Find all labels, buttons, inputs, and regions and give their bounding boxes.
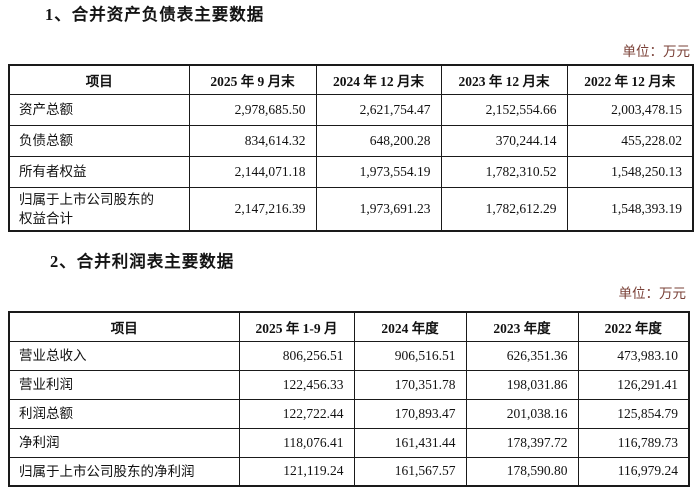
table-row: 营业总收入 806,256.51 906,516.51 626,351.36 4…: [8, 340, 690, 371]
table-row: 营业利润 122,456.33 170,351.78 198,031.86 12…: [8, 369, 690, 400]
unit-label: 单位：万元: [622, 44, 691, 59]
table-row: 负债总额 834,614.32 648,200.28 370,244.14 45…: [8, 124, 694, 157]
row-label: 负债总额: [8, 124, 190, 157]
unit-label: 单位：万元: [618, 286, 687, 301]
balance-sheet-table: 项目 2025 年 9 月末 2024 年 12 月末 2023 年 12 月末…: [8, 64, 694, 232]
table-cell: 2,621,754.47: [315, 93, 442, 126]
table-cell: 126,291.41: [577, 369, 690, 400]
table-row: 归属于上市公司股东的净利润 121,119.24 161,567.57 178,…: [8, 456, 690, 487]
row-label: 营业总收入: [8, 340, 240, 371]
table-cell: 125,854.79: [577, 398, 690, 429]
table-cell: 116,979.24: [577, 456, 690, 487]
table-row: 资产总额 2,978,685.50 2,621,754.47 2,152,554…: [8, 93, 694, 126]
table-header-row: 项目 2025 年 9 月末 2024 年 12 月末 2023 年 12 月末…: [8, 64, 694, 95]
table-cell: 178,590.80: [465, 456, 579, 487]
table-row: 利润总额 122,722.44 170,893.47 201,038.16 12…: [8, 398, 690, 429]
table-cell: 1,973,554.19: [315, 155, 442, 188]
table-cell: 121,119.24: [238, 456, 355, 487]
row-label: 归属于上市公司股东的净利润: [8, 456, 240, 487]
table-cell: 626,351.36: [465, 340, 579, 371]
column-header: 项目: [8, 64, 190, 95]
column-header: 2024 年度: [353, 311, 467, 342]
table-cell: 2,144,071.18: [188, 155, 317, 188]
table-cell: 2,152,554.66: [440, 93, 568, 126]
table-cell: 2,978,685.50: [188, 93, 317, 126]
table-cell: 806,256.51: [238, 340, 355, 371]
table-cell: 161,431.44: [353, 427, 467, 458]
row-label: 资产总额: [8, 93, 190, 126]
table-cell: 1,782,612.29: [440, 186, 568, 232]
table-cell: 161,567.57: [353, 456, 467, 487]
table-cell: 834,614.32: [188, 124, 317, 157]
table-row: 净利润 118,076.41 161,431.44 178,397.72 116…: [8, 427, 690, 458]
income-statement-table: 项目 2025 年 1-9 月 2024 年度 2023 年度 2022 年度 …: [8, 311, 690, 487]
column-header: 2024 年 12 月末: [315, 64, 442, 95]
section-title-balance-sheet: 1、合并资产负债表主要数据: [45, 5, 265, 24]
financial-summary-page: 1、合并资产负债表主要数据 单位：万元 项目 2025 年 9 月末 2024 …: [0, 6, 700, 487]
column-header: 2022 年度: [577, 311, 690, 342]
table-header-row: 项目 2025 年 1-9 月 2024 年度 2023 年度 2022 年度: [8, 311, 690, 342]
table-cell: 906,516.51: [353, 340, 467, 371]
row-label: 净利润: [8, 427, 240, 458]
table-cell: 455,228.02: [566, 124, 694, 157]
table-cell: 1,973,691.23: [315, 186, 442, 232]
column-header: 项目: [8, 311, 240, 342]
table-cell: 178,397.72: [465, 427, 579, 458]
column-header: 2025 年 1-9 月: [238, 311, 355, 342]
table-cell: 1,548,393.19: [566, 186, 694, 232]
section-title-income-statement: 2、合并利润表主要数据: [50, 252, 235, 271]
column-header: 2023 年度: [465, 311, 579, 342]
row-label: 归属于上市公司股东的 权益合计: [8, 186, 190, 232]
table-cell: 198,031.86: [465, 369, 579, 400]
table-cell: 116,789.73: [577, 427, 690, 458]
column-header: 2025 年 9 月末: [188, 64, 317, 95]
column-header: 2023 年 12 月末: [440, 64, 568, 95]
table-cell: 473,983.10: [577, 340, 690, 371]
table-cell: 122,456.33: [238, 369, 355, 400]
table-cell: 122,722.44: [238, 398, 355, 429]
table-cell: 648,200.28: [315, 124, 442, 157]
row-label: 利润总额: [8, 398, 240, 429]
table-cell: 170,351.78: [353, 369, 467, 400]
row-label: 营业利润: [8, 369, 240, 400]
table-cell: 201,038.16: [465, 398, 579, 429]
table-cell: 2,147,216.39: [188, 186, 317, 232]
row-label: 所有者权益: [8, 155, 190, 188]
table-row: 归属于上市公司股东的 权益合计 2,147,216.39 1,973,691.2…: [8, 186, 694, 232]
table-row: 所有者权益 2,144,071.18 1,973,554.19 1,782,31…: [8, 155, 694, 188]
column-header: 2022 年 12 月末: [566, 64, 694, 95]
table-cell: 370,244.14: [440, 124, 568, 157]
table-cell: 1,548,250.13: [566, 155, 694, 188]
table-cell: 1,782,310.52: [440, 155, 568, 188]
table-cell: 2,003,478.15: [566, 93, 694, 126]
table-cell: 170,893.47: [353, 398, 467, 429]
table-cell: 118,076.41: [238, 427, 355, 458]
